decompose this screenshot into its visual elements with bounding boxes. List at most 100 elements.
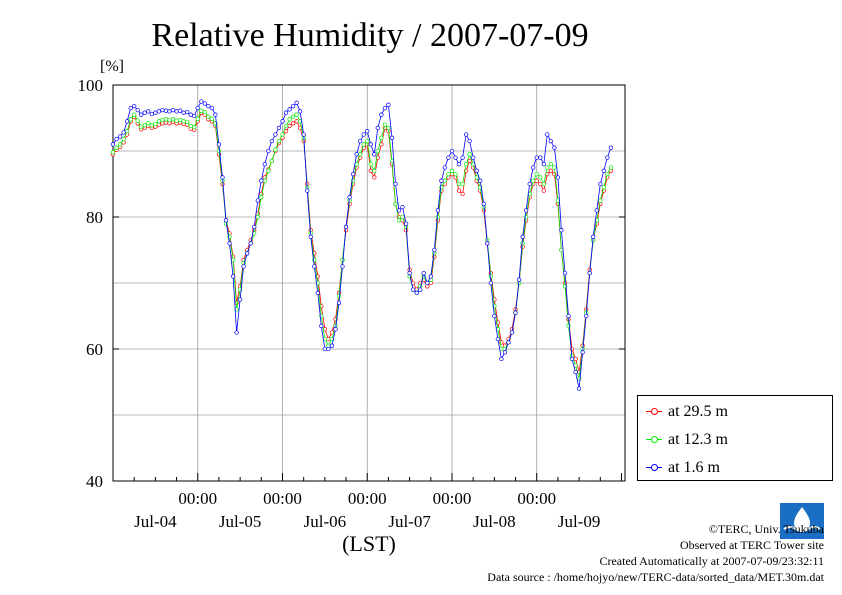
- data-point: [545, 165, 550, 170]
- data-point: [202, 101, 207, 106]
- data-point: [418, 287, 423, 292]
- data-point: [428, 274, 433, 279]
- y-tick-label: 80: [86, 208, 103, 227]
- data-point: [336, 294, 342, 299]
- data-point: [569, 356, 575, 362]
- legend-marker-red: [646, 402, 662, 422]
- data-point: [128, 117, 133, 122]
- data-point: [308, 234, 313, 239]
- data-point: [531, 178, 536, 183]
- data-point: [255, 198, 260, 203]
- data-point: [156, 109, 162, 114]
- data-point: [149, 123, 154, 128]
- data-point: [124, 119, 130, 124]
- data-point: [156, 119, 162, 124]
- data-point: [206, 114, 211, 119]
- data-point: [463, 132, 469, 137]
- data-point: [566, 313, 571, 319]
- data-point: [266, 168, 271, 173]
- data-point: [368, 162, 373, 167]
- data-point: [474, 175, 479, 180]
- data-point: [294, 119, 299, 124]
- data-point: [110, 142, 116, 147]
- data-point: [142, 110, 147, 115]
- data-point: [354, 152, 359, 157]
- data-point: [598, 198, 603, 203]
- data-point: [552, 171, 557, 177]
- data-point: [552, 165, 557, 170]
- data-point: [358, 138, 363, 144]
- data-point: [396, 208, 402, 213]
- data-point: [361, 142, 366, 147]
- data-point: [368, 142, 373, 147]
- data-point: [206, 103, 211, 109]
- y-tick-label: 40: [86, 472, 103, 491]
- data-point: [584, 313, 589, 319]
- series-layer: [110, 99, 614, 391]
- series-line: [112, 100, 612, 389]
- data-point: [315, 290, 320, 296]
- data-point: [287, 107, 292, 112]
- legend-item-29-5m: at 29.5 m: [646, 402, 728, 422]
- data-point: [358, 152, 363, 157]
- data-point: [227, 241, 232, 246]
- data-point: [446, 155, 451, 160]
- data-point: [396, 218, 402, 223]
- data-point: [276, 125, 282, 131]
- x-day-label: Jul-07: [388, 512, 431, 531]
- x-axis-title: (LST): [342, 531, 396, 556]
- data-point: [202, 109, 207, 115]
- data-point: [562, 270, 568, 276]
- data-point: [280, 119, 285, 124]
- data-point: [259, 195, 264, 200]
- data-point: [435, 208, 441, 213]
- data-point: [365, 138, 370, 144]
- data-point: [340, 257, 345, 263]
- data-point: [255, 214, 260, 220]
- data-point: [192, 113, 197, 119]
- data-point: [192, 125, 197, 130]
- data-point: [280, 132, 285, 137]
- data-point: [375, 148, 380, 154]
- x-day-label: Jul-04: [134, 512, 177, 531]
- data-point: [262, 178, 267, 183]
- copyright-text: ©TERC, Univ. Tsukuba: [708, 522, 824, 536]
- data-point: [453, 155, 458, 160]
- data-point: [347, 195, 352, 200]
- data-point: [471, 155, 476, 160]
- data-point: [403, 221, 409, 226]
- data-point: [297, 109, 303, 114]
- data-point: [516, 277, 522, 282]
- data-point: [393, 181, 398, 187]
- data-point: [601, 185, 606, 190]
- data-point: [463, 162, 469, 167]
- data-point: [209, 105, 215, 111]
- data-point: [386, 125, 391, 131]
- x-day-label: Jul-09: [558, 512, 601, 531]
- data-point: [142, 123, 147, 128]
- data-point: [199, 99, 204, 104]
- data-point: [541, 162, 546, 167]
- x-day-label: Jul-06: [304, 512, 347, 531]
- x-tick-label: 00:00: [348, 489, 387, 508]
- data-point: [446, 171, 451, 177]
- data-point: [283, 110, 289, 115]
- data-point: [121, 130, 126, 135]
- data-point: [467, 138, 472, 144]
- data-point: [456, 181, 462, 187]
- x-day-label: Jul-05: [219, 512, 262, 531]
- data-point: [591, 234, 596, 239]
- data-point: [294, 112, 299, 117]
- legend-marker-blue: [646, 458, 662, 478]
- series-2: [110, 99, 614, 391]
- data-point: [237, 297, 243, 302]
- data-point: [188, 123, 193, 129]
- data-point: [188, 112, 193, 117]
- x-tick-label: 00:00: [433, 489, 472, 508]
- data-point: [223, 218, 229, 223]
- data-point: [124, 129, 130, 134]
- data-point: [290, 114, 296, 119]
- data-point: [513, 310, 518, 315]
- data-point: [548, 162, 553, 167]
- data-point: [146, 109, 151, 114]
